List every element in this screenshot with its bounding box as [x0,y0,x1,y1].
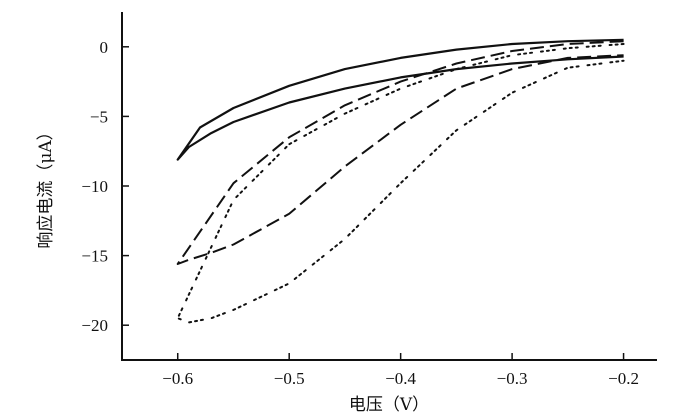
x-tick-label: −0.3 [497,369,528,388]
x-tick-label: −0.6 [162,369,193,388]
y-tick-label: −5 [90,107,108,126]
ticks: −0.6 −0.5 −0.4 −0.3 −0.2 0 −5 −10 −15 −20 [81,38,639,388]
series-line-dotted [176,43,625,324]
y-tick-label: −10 [81,177,108,196]
x-tick-label: −0.5 [274,369,305,388]
y-tick-label: 0 [100,38,109,57]
y-axis-title: 响应电流（μA） [36,123,56,248]
x-axis-title: 电压（V） [349,395,429,415]
x-tick-label: −0.2 [608,369,639,388]
series-layer [176,38,625,324]
series-line-dashed [176,40,624,265]
axes [121,12,657,361]
y-tick-label: −15 [81,247,108,266]
y-tick-label: −20 [81,316,108,335]
series-line-solid [176,38,624,161]
x-tick-label: −0.4 [385,369,416,388]
